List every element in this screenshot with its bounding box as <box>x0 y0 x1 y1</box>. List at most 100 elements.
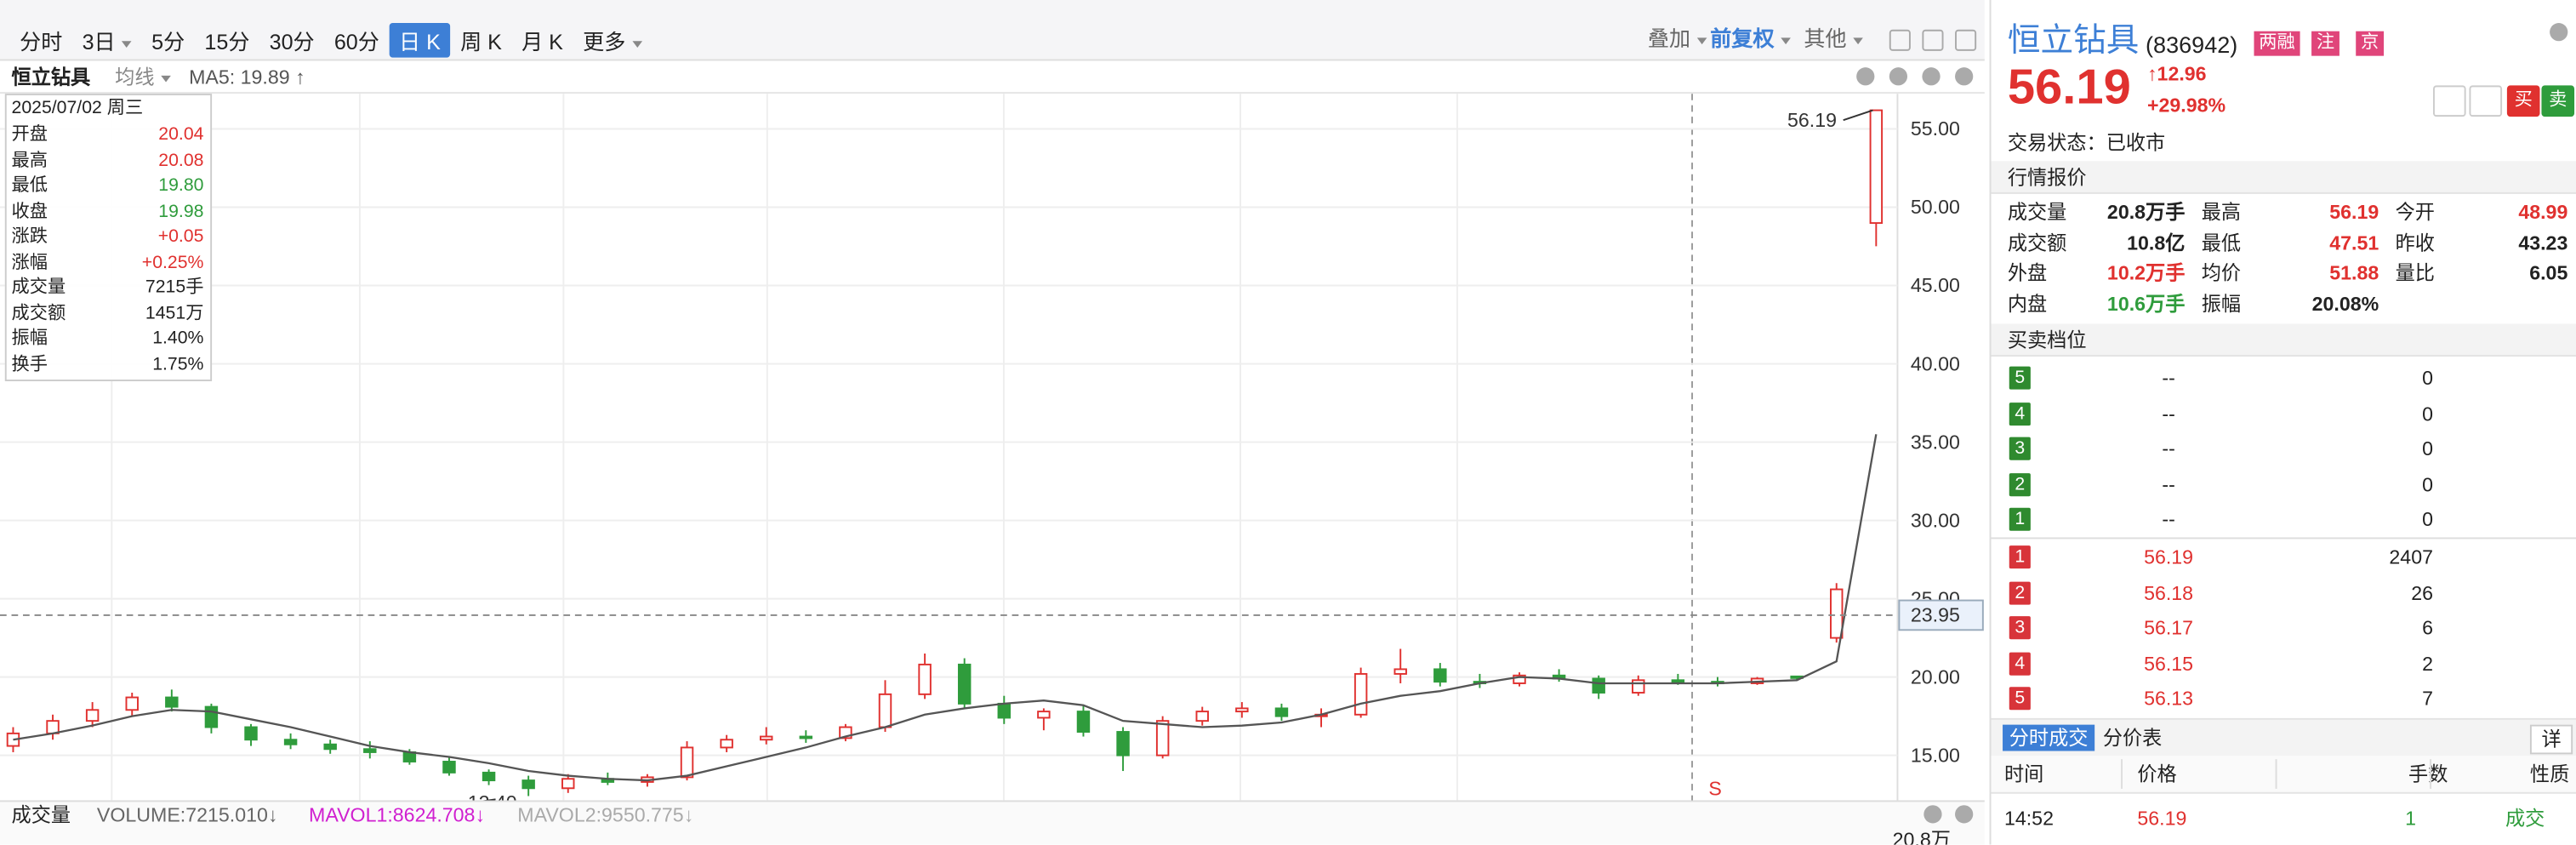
bid-volume: 6 <box>2422 616 2433 640</box>
chart-icon[interactable] <box>1856 67 1875 86</box>
quote-value: 51.88 <box>2329 261 2379 285</box>
candle-body <box>521 779 535 790</box>
quote-value: 10.2万手 <box>2106 261 2186 285</box>
quote-value: 48.99 <box>2518 200 2568 224</box>
bid-price: 56.15 <box>2144 652 2194 676</box>
info-label: 涨幅 <box>11 252 48 272</box>
ma-menu[interactable]: 均线 <box>115 64 171 90</box>
volume-axis-label: 20.8万 <box>1892 828 1951 845</box>
chart-icon[interactable] <box>1889 67 1908 86</box>
panel-divider <box>1989 0 1992 845</box>
candle-body <box>204 705 219 728</box>
toolbar-icon[interactable] <box>1922 29 1944 51</box>
period-tab[interactable]: 5分 <box>151 29 185 54</box>
period-tab[interactable]: 30分 <box>269 29 315 54</box>
volume-icon[interactable] <box>1955 805 1974 824</box>
stock-name: 恒立钻具 <box>11 66 91 89</box>
tab[interactable]: 分价表 <box>2102 726 2163 750</box>
panel-line <box>1991 191 2576 194</box>
info-label: 最高 <box>11 150 48 170</box>
candle-body <box>1592 677 1605 694</box>
bid-volume: 2407 <box>2389 545 2433 569</box>
period-tab[interactable]: 60分 <box>333 29 379 54</box>
info-value: 7215手 <box>145 277 204 298</box>
candle-body <box>759 735 773 741</box>
info-label: 开盘 <box>11 124 48 145</box>
info-value: 20.04 <box>158 124 204 145</box>
candle-body <box>997 702 1012 719</box>
col-divider <box>2430 759 2432 789</box>
alert-button[interactable] <box>2469 85 2503 117</box>
toolbar-menu[interactable]: 前复权 <box>1710 26 1791 53</box>
candle-body <box>720 739 733 749</box>
ma5-value: MA5: 19.89 ↑ <box>189 66 305 89</box>
ask-level: 5 <box>2009 366 2031 390</box>
last-price-label: 23.95 <box>1911 604 1960 626</box>
ma5-line <box>13 434 1878 782</box>
mavol1: MAVOL1:8624.708↓ <box>309 803 486 827</box>
quote-value: 43.23 <box>2518 231 2568 254</box>
info-value: +0.25% <box>141 252 204 272</box>
bid-price: 56.18 <box>2144 580 2194 604</box>
trade-cell: 1 <box>2405 807 2417 831</box>
toolbar-icon[interactable] <box>1889 29 1911 51</box>
quote-value: 6.05 <box>2529 261 2568 285</box>
sell-button[interactable]: 卖 <box>2541 85 2575 117</box>
volume-title: 成交量 <box>11 803 71 827</box>
toolbar-icon[interactable] <box>1955 29 1977 51</box>
collapse-button[interactable] <box>2432 85 2466 117</box>
candle-body <box>1195 711 1209 722</box>
detail-button[interactable]: 详 <box>2529 724 2573 755</box>
bid-level: 4 <box>2009 652 2031 676</box>
info-value: +0.05 <box>157 226 204 247</box>
candle-body <box>442 761 456 774</box>
period-tab[interactable]: 更多 <box>573 23 653 58</box>
tab[interactable]: 分时成交 <box>2003 724 2095 751</box>
candle-body <box>1037 711 1051 719</box>
ask-volume: 0 <box>2422 402 2433 425</box>
info-label: 成交额 <box>11 303 66 323</box>
period-tab[interactable]: 日 K <box>389 23 451 58</box>
y-tick-label: 55.00 <box>1911 117 1960 140</box>
ask-price: -- <box>2162 402 2175 425</box>
ask-price: -- <box>2162 472 2175 496</box>
candle-body <box>46 720 60 734</box>
ask-volume: 0 <box>2422 472 2433 496</box>
period-tab[interactable]: 周 K <box>460 29 502 54</box>
volume-icon[interactable] <box>1923 805 1942 824</box>
candle-body <box>1830 588 1844 639</box>
volume-bar <box>0 800 1985 845</box>
info-value: 19.98 <box>158 201 204 221</box>
max-arrow <box>1843 109 1873 122</box>
quote-label: 今开 <box>2395 200 2435 224</box>
candle-body <box>1354 672 1368 716</box>
period-tab[interactable]: 3日 <box>72 23 142 58</box>
trade-header-bg <box>1991 756 2576 794</box>
candle-body <box>918 663 932 695</box>
toolbar-menu[interactable]: 叠加 <box>1648 26 1707 53</box>
ask-level: 1 <box>2009 508 2031 532</box>
toolbar-menu[interactable]: 其他 <box>1804 26 1863 53</box>
ask-level: 2 <box>2009 472 2031 496</box>
min-label: 12.40 <box>468 791 517 801</box>
period-tab[interactable]: 月 K <box>521 29 563 54</box>
candle-body <box>125 696 139 711</box>
section-bg <box>1991 161 2576 194</box>
trade-header: 手数 <box>2408 762 2448 786</box>
ask-volume: 0 <box>2422 437 2433 461</box>
quote-value: 47.51 <box>2329 231 2379 254</box>
ask-volume: 0 <box>2422 508 2433 532</box>
info-label: 成交量 <box>11 277 66 298</box>
quote-value: 56.19 <box>2329 200 2379 224</box>
section-bg <box>1991 323 2576 357</box>
chart-icon[interactable] <box>1922 67 1941 86</box>
period-tab[interactable]: 分时 <box>20 29 63 54</box>
buy-button[interactable]: 买 <box>2506 85 2540 117</box>
trade-status: 交易状态：已收市 <box>2007 131 2166 155</box>
quote-tag: 注 <box>2311 31 2339 56</box>
period-tab[interactable]: 15分 <box>204 29 250 54</box>
chart-icon[interactable] <box>1955 67 1974 86</box>
toolbar: 分时 3日 5分 15分 30分 60分日 K 周 K 月 K 更多 <box>10 23 653 58</box>
last-price-box <box>1898 599 1984 631</box>
settings-icon[interactable] <box>2550 23 2568 42</box>
